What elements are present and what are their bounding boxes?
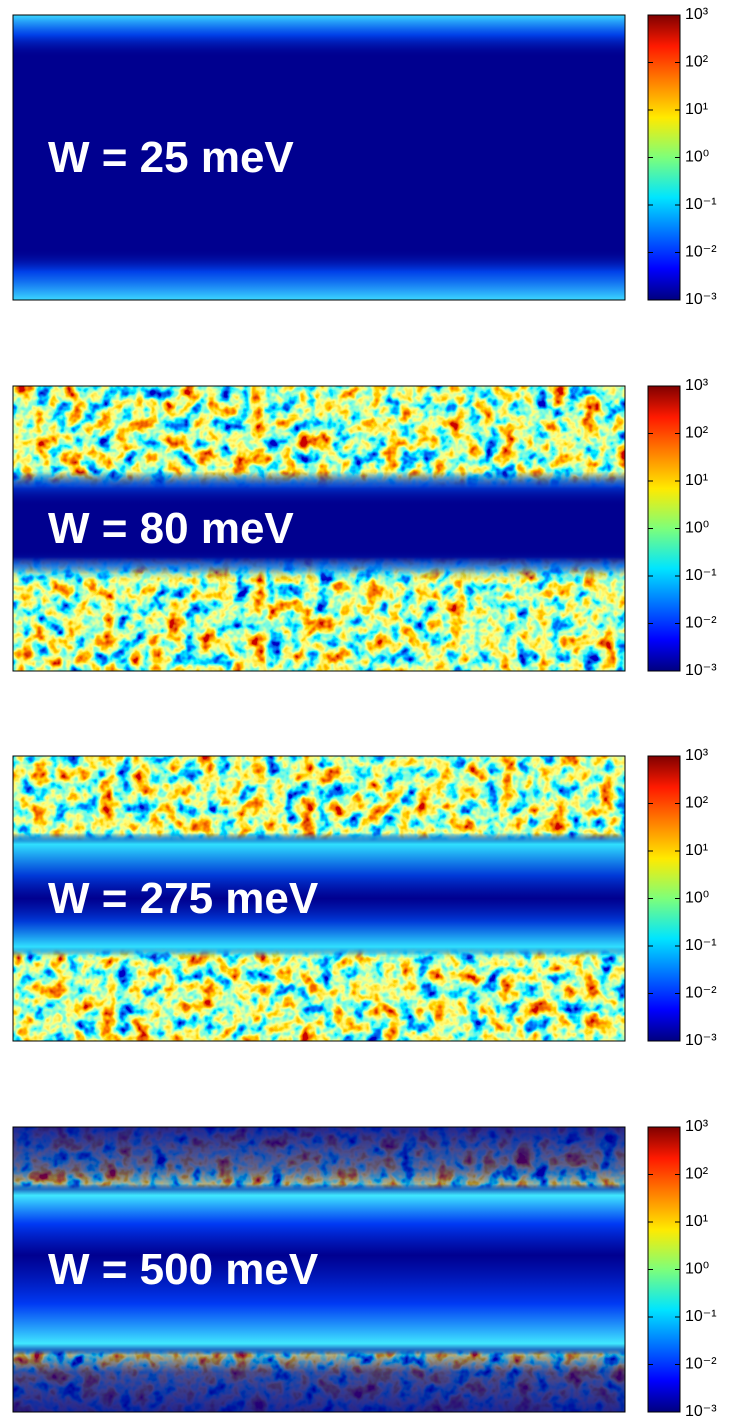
colorbar-tick-label: 10⁻² — [685, 244, 717, 261]
colorbar — [647, 1126, 681, 1413]
colorbar-tick-label: 10³ — [685, 377, 709, 394]
colorbar-tick-label: 10⁰ — [685, 1261, 709, 1278]
colorbar-tick-label: 10⁻³ — [685, 1032, 717, 1049]
heatmap-panel — [12, 14, 626, 301]
heatmap-band — [13, 386, 625, 671]
colorbar-tick-label: 10⁻¹ — [685, 567, 717, 584]
colorbar-tick-label: 10⁻¹ — [685, 937, 717, 954]
colorbar-tick-label: 10⁻³ — [685, 662, 717, 679]
heatmap-frame — [12, 385, 626, 672]
annotation: W = 500 meV — [48, 1245, 319, 1294]
colorbar — [647, 14, 681, 301]
colorbar-tick-label: 10⁻² — [685, 615, 717, 632]
heatmap-frame — [12, 755, 626, 1042]
colorbar-tick-label: 10⁻³ — [685, 291, 717, 308]
colorbar-tick-label: 10³ — [685, 1118, 709, 1135]
heatmap-band — [13, 1127, 625, 1412]
colorbar-tick-label: 10⁻¹ — [685, 1308, 717, 1325]
annotation: W = 275 meV — [48, 874, 319, 923]
colorbar-tick-label: 10⁻² — [685, 1356, 717, 1373]
heatmap-band — [13, 756, 625, 1041]
colorbar-tick-label: 10² — [685, 54, 709, 71]
annotation: W = 25 meV — [48, 133, 294, 182]
colorbar-tick-label: 10⁻¹ — [685, 196, 717, 213]
heatmap-frame — [12, 1126, 626, 1413]
heatmap-frame — [12, 14, 626, 301]
colorbar-tick-label: 10¹ — [685, 1213, 708, 1230]
colorbar-tick-label: 10² — [685, 1166, 709, 1183]
colorbar-tick-label: 10¹ — [685, 472, 708, 489]
colorbar-tick-label: 10¹ — [685, 842, 708, 859]
colorbar-tick-label: 10³ — [685, 6, 709, 23]
colorbar-tick-label: 10⁻³ — [685, 1403, 717, 1420]
colorbar-tick-label: 10⁰ — [685, 149, 709, 166]
heatmap-panel — [12, 1126, 626, 1413]
colorbar — [647, 385, 681, 672]
heatmap-band — [13, 15, 625, 300]
colorbar-tick-label: 10² — [685, 795, 709, 812]
heatmap-panel — [12, 385, 626, 672]
colorbar-tick-label: 10⁰ — [685, 520, 709, 537]
colorbar-tick-label: 10⁰ — [685, 890, 709, 907]
colorbar-tick-label: 10⁻² — [685, 985, 717, 1002]
colorbar-tick-label: 10¹ — [685, 101, 708, 118]
annotation: W = 80 meV — [48, 504, 294, 553]
heatmap-panel — [12, 755, 626, 1042]
colorbar-tick-label: 10³ — [685, 747, 709, 764]
colorbar-tick-label: 10² — [685, 425, 709, 442]
